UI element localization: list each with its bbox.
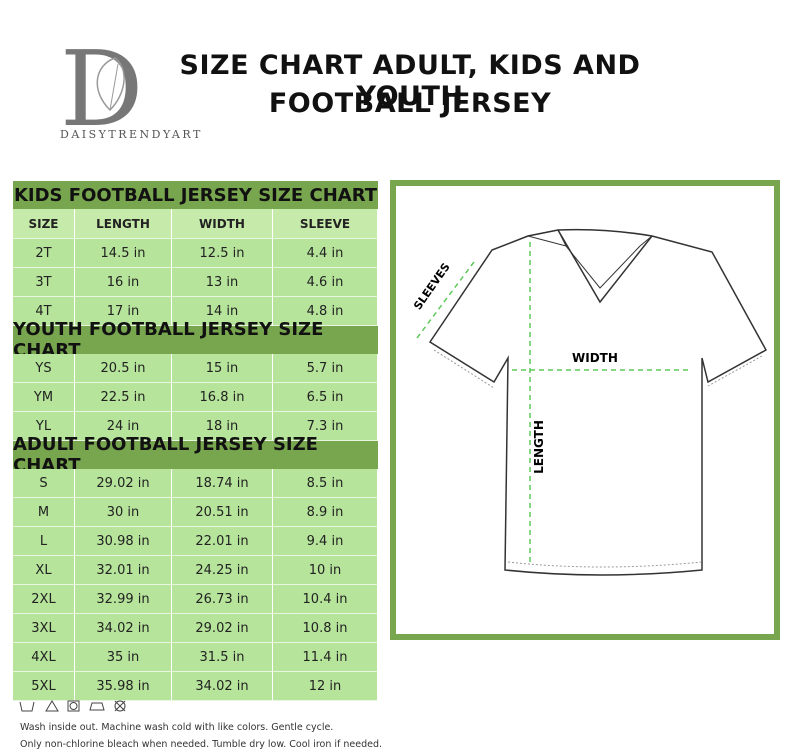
table-cell: 12 in bbox=[273, 672, 378, 701]
table-cell: 24 in bbox=[75, 412, 172, 441]
table-cell: 34.02 in bbox=[75, 614, 172, 643]
table-cell: 29.02 in bbox=[75, 469, 172, 498]
table-cell: 10.8 in bbox=[273, 614, 378, 643]
table-cell: 2T bbox=[13, 239, 75, 268]
table-cell: 30.98 in bbox=[75, 527, 172, 556]
table-cell: S bbox=[13, 469, 75, 498]
table-cell: 4XL bbox=[13, 643, 75, 672]
logo-letter: D bbox=[60, 28, 144, 150]
length-label: LENGTH bbox=[531, 420, 546, 474]
title-line: FOOTBALL JERSEY bbox=[268, 88, 552, 119]
table-cell: 32.01 in bbox=[75, 556, 172, 585]
table-cell: 10 in bbox=[273, 556, 378, 585]
table-cell: 35.98 in bbox=[75, 672, 172, 701]
table-cell: 4.4 in bbox=[273, 239, 378, 268]
table-cell: 31.5 in bbox=[172, 643, 273, 672]
table-cell: 7.3 in bbox=[273, 412, 378, 441]
jersey-diagram bbox=[416, 228, 768, 576]
table-cell: 6.5 in bbox=[273, 383, 378, 412]
table-cell: 5.7 in bbox=[273, 354, 378, 383]
column-header: LENGTH bbox=[75, 209, 172, 239]
table-cell: 29.02 in bbox=[172, 614, 273, 643]
table-cell: 14.5 in bbox=[75, 239, 172, 268]
width-label: WIDTH bbox=[572, 351, 618, 365]
title-line: SIZE CHART ADULT, KIDS AND YOUTH bbox=[179, 50, 641, 112]
diagram-frame bbox=[390, 180, 780, 640]
table-cell: 4T bbox=[13, 297, 75, 326]
table-cell: 24.25 in bbox=[172, 556, 273, 585]
table-cell: 32.99 in bbox=[75, 585, 172, 614]
logo-name: DAISYTRENDYART bbox=[60, 128, 203, 141]
care-icons bbox=[19, 700, 126, 712]
table-cell: 12.5 in bbox=[172, 239, 273, 268]
table-cell: 2XL bbox=[13, 585, 75, 614]
section-title: KIDS FOOTBALL JERSEY SIZE CHART bbox=[13, 181, 378, 209]
table-cell: 3T bbox=[13, 268, 75, 297]
table-cell: 15 in bbox=[172, 354, 273, 383]
table-cell: 4.8 in bbox=[273, 297, 378, 326]
table-cell: 26.73 in bbox=[172, 585, 273, 614]
table-cell: 3XL bbox=[13, 614, 75, 643]
table-cell: M bbox=[13, 498, 75, 527]
table-cell: 5XL bbox=[13, 672, 75, 701]
section-title: YOUTH FOOTBALL JERSEY SIZE CHART bbox=[13, 319, 378, 361]
table-cell: 22.01 in bbox=[172, 527, 273, 556]
table-cell: 35 in bbox=[75, 643, 172, 672]
table-cell: 18 in bbox=[172, 412, 273, 441]
table-cell: 13 in bbox=[172, 268, 273, 297]
table-cell: 16.8 in bbox=[172, 383, 273, 412]
table-cell: 8.9 in bbox=[273, 498, 378, 527]
column-header: WIDTH bbox=[172, 209, 273, 239]
table-cell: 4.6 in bbox=[273, 268, 378, 297]
care-text: Wash inside out. Machine wash cold with … bbox=[20, 722, 334, 733]
table-cell: 18.74 in bbox=[172, 469, 273, 498]
column-header: SLEEVE bbox=[273, 209, 378, 239]
table-cell: 20.51 in bbox=[172, 498, 273, 527]
table-cell: 11.4 in bbox=[273, 643, 378, 672]
table-cell: XL bbox=[13, 556, 75, 585]
section-title: ADULT FOOTBALL JERSEY SIZE CHART bbox=[13, 434, 378, 476]
table-cell: 34.02 in bbox=[172, 672, 273, 701]
care-text: Only non-chlorine bleach when needed. Tu… bbox=[20, 739, 383, 750]
table-cell: 16 in bbox=[75, 268, 172, 297]
table-cell: 14 in bbox=[172, 297, 273, 326]
table-cell: 22.5 in bbox=[75, 383, 172, 412]
logo-flower bbox=[96, 57, 125, 112]
table-cell: 10.4 in bbox=[273, 585, 378, 614]
table-cell: 17 in bbox=[75, 297, 172, 326]
table-cell: 9.4 in bbox=[273, 527, 378, 556]
table-cell: YL bbox=[13, 412, 75, 441]
table-cell: YS bbox=[13, 354, 75, 383]
table-cell: 30 in bbox=[75, 498, 172, 527]
table-cell: YM bbox=[13, 383, 75, 412]
column-header: SIZE bbox=[13, 209, 75, 239]
table-cell: L bbox=[13, 527, 75, 556]
table-cell: 8.5 in bbox=[273, 469, 378, 498]
table-cell: 20.5 in bbox=[75, 354, 172, 383]
